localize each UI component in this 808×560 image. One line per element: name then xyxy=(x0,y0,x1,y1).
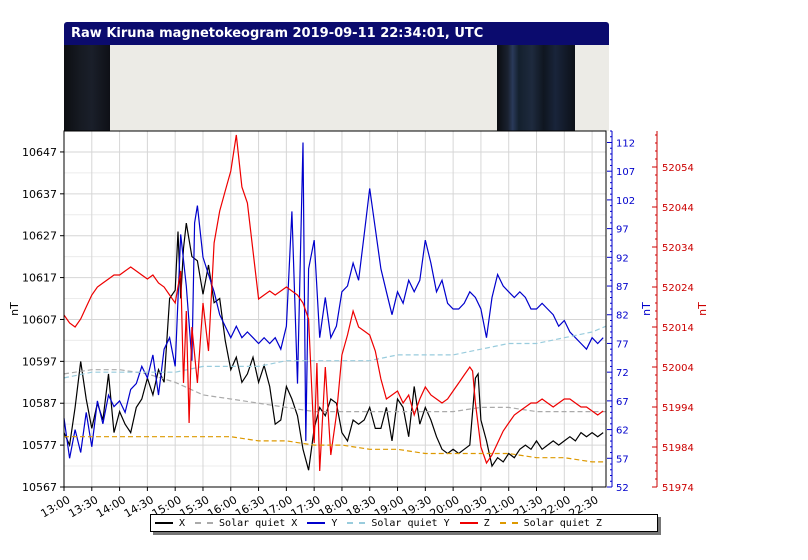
right-axis-1-tick-label: 102 xyxy=(616,196,635,207)
right-axis-1-tick-label: 57 xyxy=(616,454,629,465)
left-axis-tick-label: 10587 xyxy=(22,397,57,410)
right-axis-1-tick-label: 62 xyxy=(616,426,629,437)
right-axis-2-tick-label: 52034 xyxy=(662,243,694,254)
keogram-image-right xyxy=(497,45,575,131)
legend-swatch xyxy=(459,522,478,524)
legend-label: Solar quiet Z xyxy=(523,517,602,529)
chart-title: Raw Kiruna magnetokeogram 2019-09-11 22:… xyxy=(64,22,609,45)
legend-item: Solar quiet Y xyxy=(347,517,450,529)
chart-legend: X Solar quiet X Y Solar quiet Y Z Solar quiet… xyxy=(150,514,658,532)
right-axis-1-tick-label: 67 xyxy=(616,397,629,408)
x-axis-tick-label: 13:00 xyxy=(39,493,73,520)
legend-swatch xyxy=(155,522,173,524)
right-axis-2-tick-label: 51974 xyxy=(662,483,694,494)
series-line-solar-quiet-y xyxy=(63,325,607,379)
left-axis-tick-label: 10577 xyxy=(22,439,57,452)
right-axis-2-tick-label: 52044 xyxy=(662,203,694,214)
left-axis-tick-label: 10647 xyxy=(22,146,57,159)
series-line-solar-quiet-x xyxy=(63,369,606,413)
plot-area xyxy=(64,131,606,487)
left-axis-tick-label: 10567 xyxy=(22,481,57,494)
right-axis-1-tick-label: 107 xyxy=(616,167,635,178)
plot-border xyxy=(63,130,607,488)
keogram-strip xyxy=(64,45,609,131)
left-axis-tick-label: 10617 xyxy=(22,272,57,285)
legend-label: Y xyxy=(331,517,338,529)
right-axis-2-tick-label: 52054 xyxy=(662,163,694,174)
right-axis-2-tick-label: 51984 xyxy=(662,443,694,454)
right-axis-1-tick-label: 52 xyxy=(616,483,629,494)
legend-item: Z xyxy=(459,517,490,529)
right-axis-2-tick-label: 52004 xyxy=(662,363,694,374)
legend-swatch xyxy=(499,522,518,524)
right-axis-1-label: nT xyxy=(640,302,653,316)
right-axis-1-tick-label: 112 xyxy=(616,138,635,149)
right-axis-2-tick-label: 51994 xyxy=(662,403,694,414)
series-line-z xyxy=(63,134,604,472)
legend-item: Solar quiet X xyxy=(195,518,297,529)
legend-label: Z xyxy=(483,517,490,529)
left-axis-tick-label: 10607 xyxy=(22,313,57,326)
legend-label: Solar quiet X xyxy=(219,517,298,529)
right-axis-1-tick-label: 97 xyxy=(616,225,629,236)
legend-label: Solar quiet Y xyxy=(371,517,450,529)
left-axis-label: nT xyxy=(8,302,21,316)
right-axis-2-label: nT xyxy=(696,302,709,316)
left-axis-tick-label: 10637 xyxy=(22,188,57,201)
legend-item: Solar quiet Z xyxy=(499,517,602,529)
right-axis-1-tick-label: 92 xyxy=(616,253,629,264)
right-axis-2-tick-label: 52024 xyxy=(662,283,694,294)
right-axis-1-tick-label: 77 xyxy=(616,339,629,350)
right-axis-1-tick-label: 82 xyxy=(616,311,629,322)
left-axis-tick-label: 10627 xyxy=(22,230,57,243)
right-axis-1-tick-label: 87 xyxy=(616,282,629,293)
x-axis-tick-label: 14:00 xyxy=(94,493,128,520)
legend-swatch xyxy=(307,522,326,524)
series-line-y xyxy=(63,142,604,459)
right-axis-1-tick-label: 72 xyxy=(616,368,629,379)
keogram-image-left xyxy=(64,45,110,131)
legend-item: Y xyxy=(307,518,337,529)
legend-swatch xyxy=(195,522,214,524)
legend-item: X xyxy=(155,518,185,529)
x-axis-tick-label: 13:30 xyxy=(66,493,100,520)
legend-swatch xyxy=(347,522,366,524)
legend-label: X xyxy=(179,517,186,529)
series-line-solar-quiet-z xyxy=(64,436,606,463)
left-axis-tick-label: 10597 xyxy=(22,355,57,368)
right-axis-2-tick-label: 52014 xyxy=(662,323,694,334)
